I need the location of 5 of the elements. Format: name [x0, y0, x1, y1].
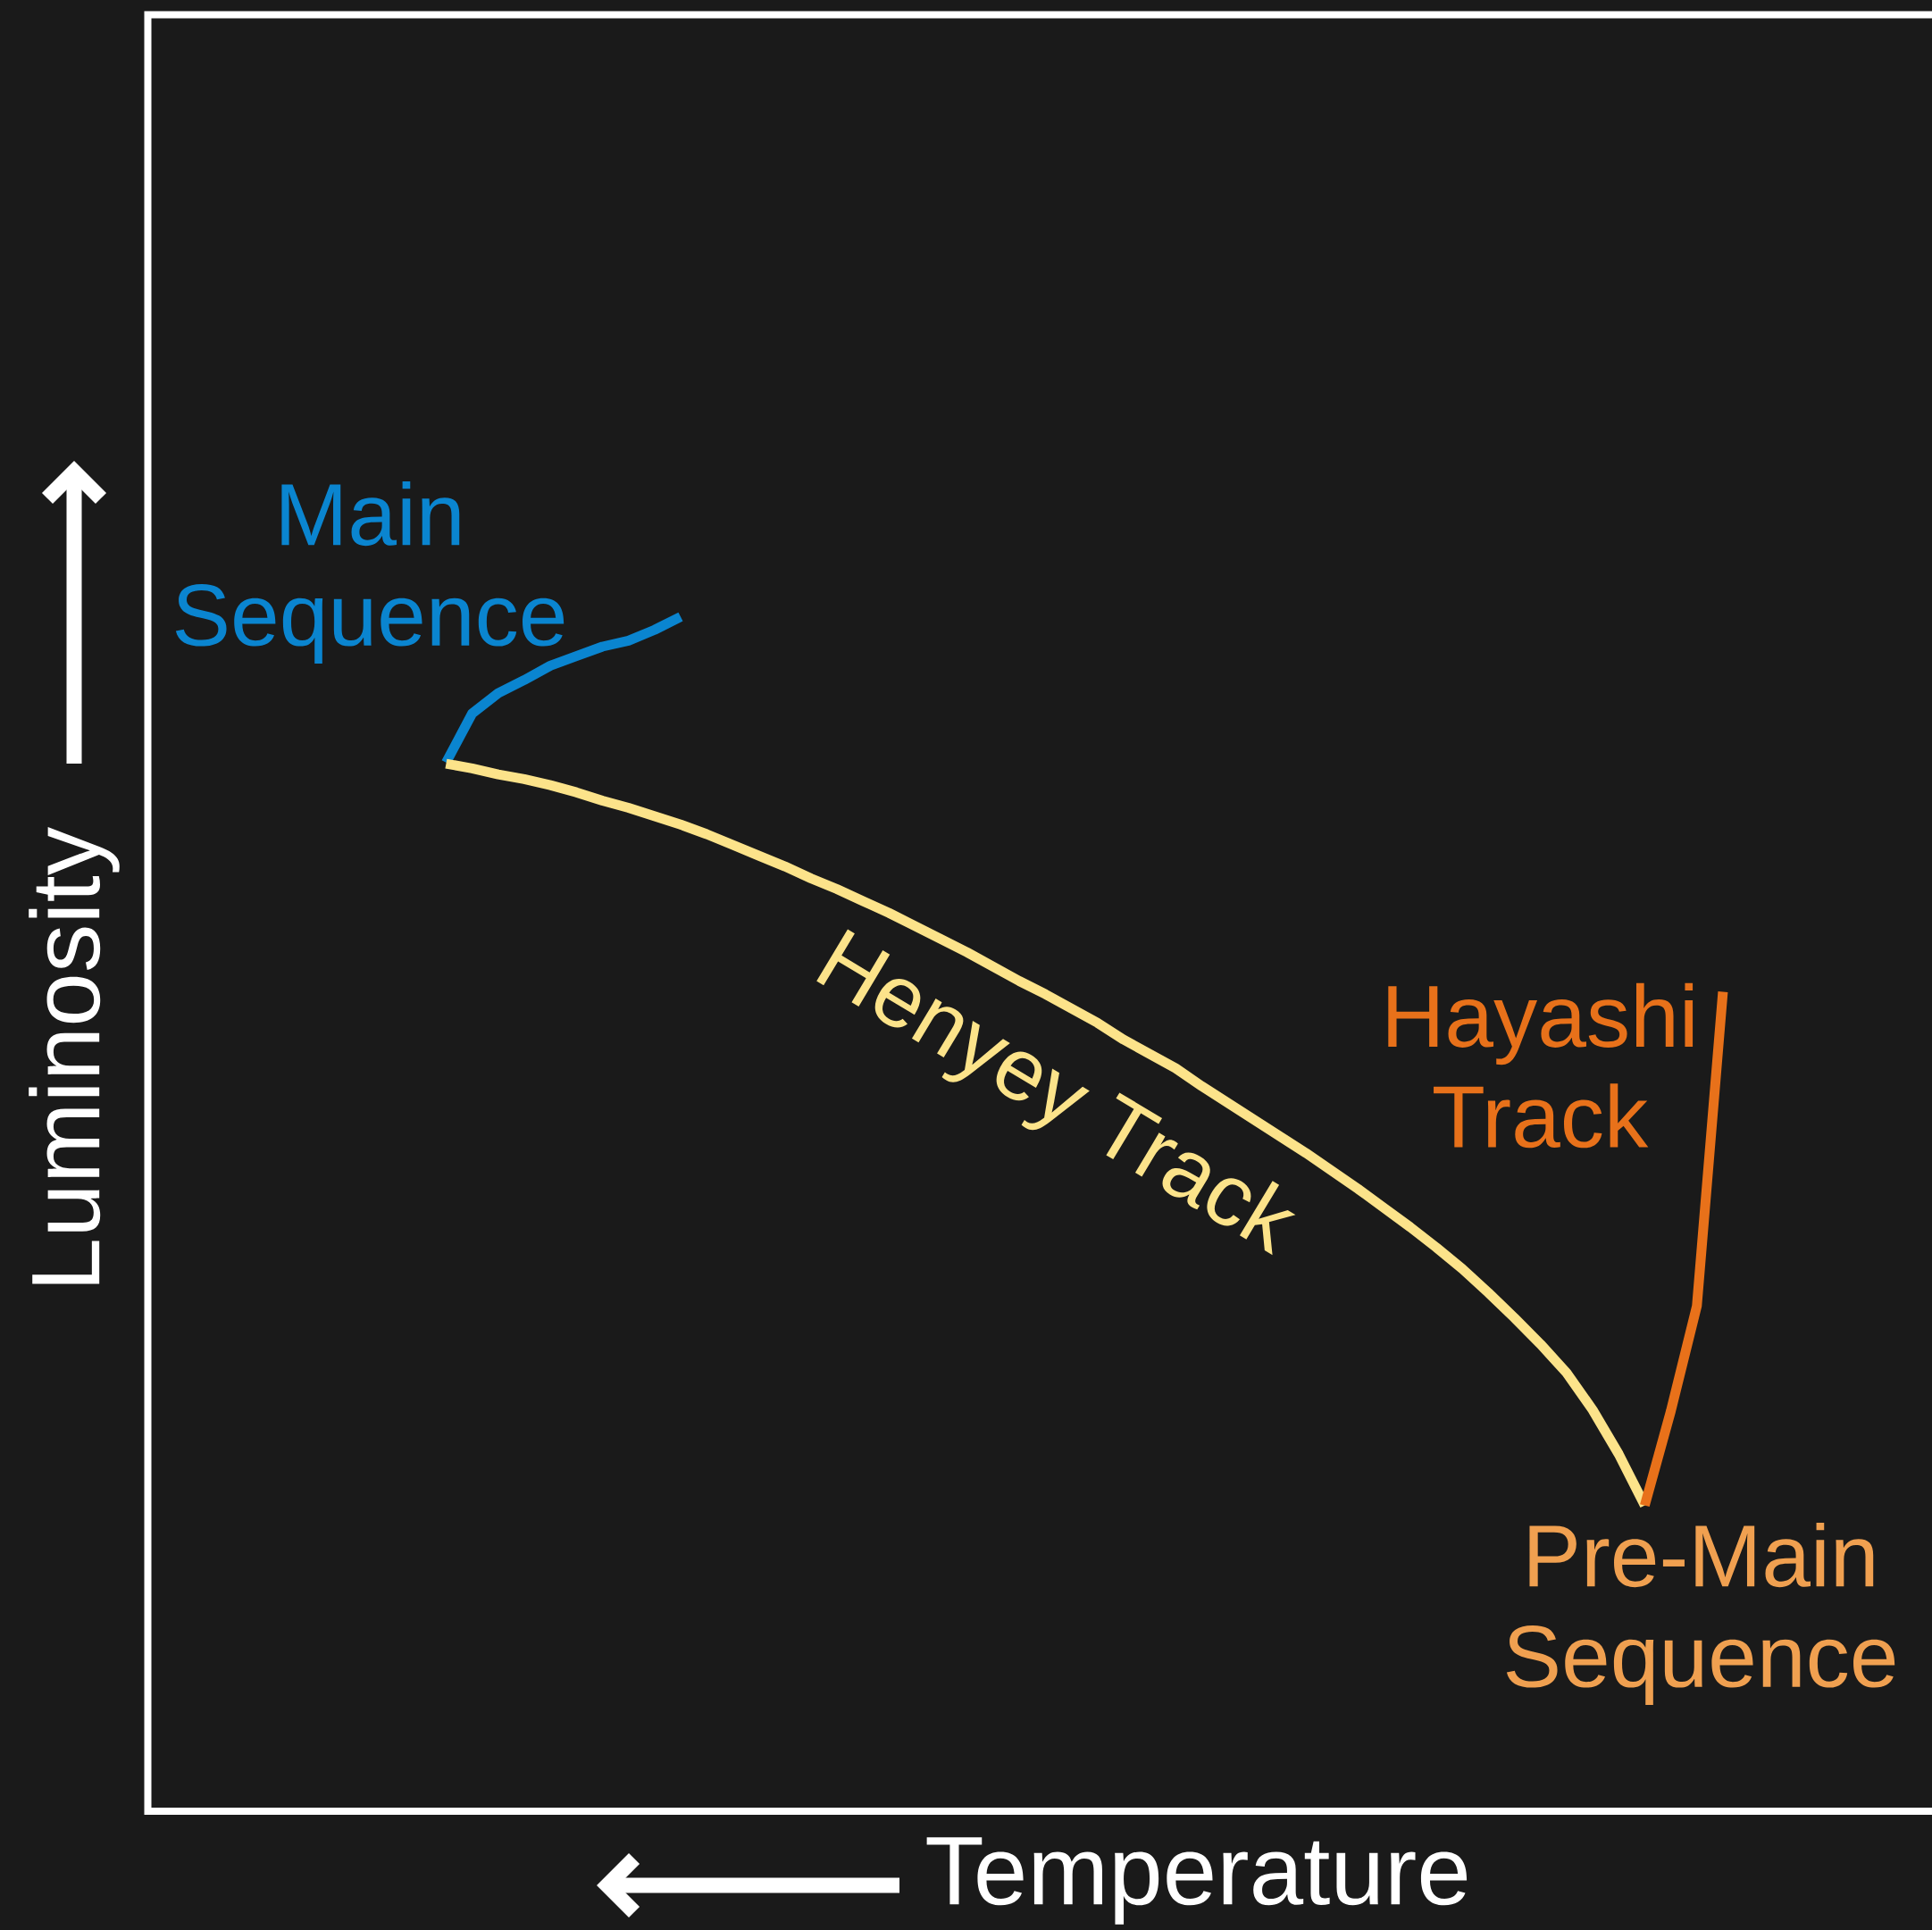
- series-label: Hayashi Track: [1388, 982, 1694, 1149]
- x-axis-title: Temperature: [926, 1837, 1468, 1925]
- series-label: Main Sequence: [175, 480, 565, 664]
- y-axis-title: Luminosity: [29, 826, 120, 1284]
- annotation: Pre-Main Sequence: [1506, 1522, 1895, 1706]
